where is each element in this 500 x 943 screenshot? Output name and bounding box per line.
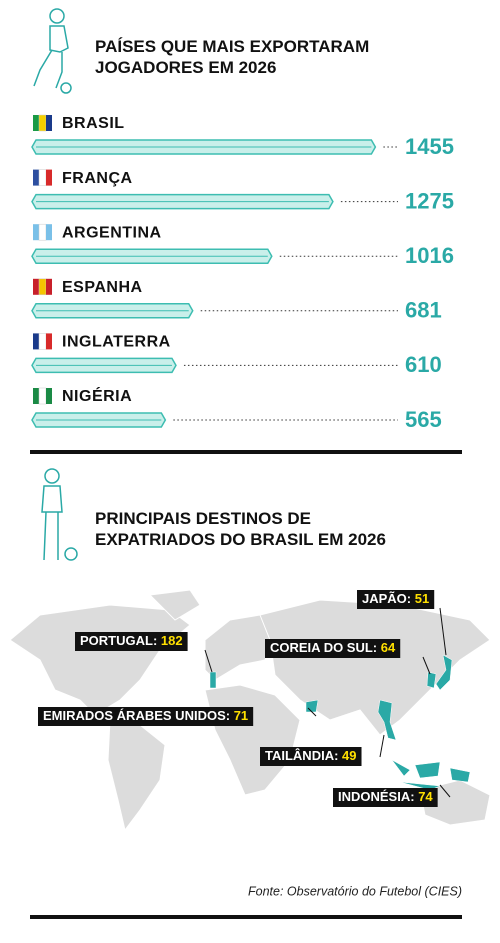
destination-label: JAPÃO: 51	[362, 591, 429, 606]
value-label: 681	[405, 298, 442, 323]
pointer	[422, 656, 431, 675]
destination-label: COREIA DO SUL: 64	[270, 640, 396, 655]
label-box	[333, 788, 438, 807]
destination-label: EMIRADOS ÁRABES UNIDOS: 71	[43, 708, 248, 723]
pointer	[439, 784, 451, 798]
destination-value: 64	[381, 640, 396, 655]
flag	[46, 278, 52, 295]
flag	[38, 387, 47, 405]
flag	[33, 388, 39, 404]
destination-value: 182	[161, 633, 183, 648]
player-icon	[33, 8, 72, 94]
highlighted-country	[426, 671, 437, 689]
flag	[38, 169, 47, 186]
flag	[46, 115, 52, 131]
title-line: EXPATRIADOS DO BRASIL EM 2026	[95, 530, 386, 549]
player-icon	[41, 468, 78, 561]
destination-label: PORTUGAL: 182	[80, 633, 183, 648]
pointer	[307, 707, 317, 717]
flag	[33, 115, 39, 131]
destination-name: COREIA DO SUL:	[270, 640, 377, 655]
value-label: 1455	[405, 134, 454, 159]
destination-name: PORTUGAL:	[80, 633, 157, 648]
flag	[33, 278, 39, 295]
highlighted-country	[377, 699, 397, 741]
destination-name: EMIRADOS ÁRABES UNIDOS:	[43, 708, 230, 723]
flag	[33, 333, 39, 350]
flag	[38, 223, 47, 241]
destination-name: JAPÃO:	[362, 591, 411, 606]
highlighted-country	[435, 654, 453, 691]
destination-value: 71	[234, 708, 248, 723]
title-line: JOGADORES EM 2026	[95, 58, 276, 77]
chart-title: PAÍSES QUE MAIS EXPORTARAM JOGADORES EM 2…	[95, 37, 369, 77]
divider	[30, 450, 462, 454]
pointer	[379, 734, 385, 758]
destination-value: 51	[415, 591, 429, 606]
flag	[33, 169, 39, 186]
label-box	[75, 632, 188, 651]
label-box	[265, 639, 401, 658]
chart-title: PRINCIPAIS DESTINOS DE EXPATRIADOS DO BRA…	[95, 509, 386, 549]
destination-value: 74	[418, 789, 433, 804]
flag	[38, 333, 47, 350]
highlighted-country	[305, 699, 319, 713]
destination-value: 49	[342, 748, 356, 763]
destination-label: INDONÉSIA: 74	[338, 789, 433, 804]
value-label: 610	[405, 352, 442, 377]
flag	[46, 224, 52, 241]
divider	[30, 915, 462, 919]
flag	[46, 333, 52, 350]
title-line: PRINCIPAIS DESTINOS DE	[95, 509, 311, 528]
value-label: 1275	[405, 188, 454, 213]
category-label: FRANÇA	[62, 170, 133, 187]
highlighted-country	[391, 759, 471, 791]
category-label: ARGENTINA	[62, 224, 162, 241]
flag	[38, 278, 47, 296]
source: Fonte: Observatório do Futebol (CIES)	[248, 884, 462, 898]
flag	[46, 169, 52, 186]
highlighted-country	[209, 671, 217, 689]
label-box	[260, 747, 362, 766]
flag	[38, 114, 47, 132]
pointer	[439, 607, 447, 656]
title-line: PAÍSES QUE MAIS EXPORTARAM	[95, 37, 369, 56]
category-label: INGLATERRA	[62, 334, 171, 351]
destination-label: TAILÂNDIA: 49	[265, 748, 357, 763]
world-map	[9, 589, 491, 832]
category-label: NIGÉRIA	[62, 386, 132, 405]
destination-name: INDONÉSIA:	[338, 789, 415, 804]
value-label: 1016	[405, 243, 454, 268]
category-label: BRASIL	[62, 115, 125, 132]
pointer	[204, 649, 213, 673]
label-box	[38, 707, 254, 726]
label-box	[357, 590, 435, 609]
value-label: 565	[405, 407, 442, 432]
destination-name: TAILÂNDIA:	[265, 748, 338, 763]
flag	[33, 224, 39, 241]
category-label: ESPANHA	[62, 279, 143, 296]
flag	[46, 388, 52, 404]
